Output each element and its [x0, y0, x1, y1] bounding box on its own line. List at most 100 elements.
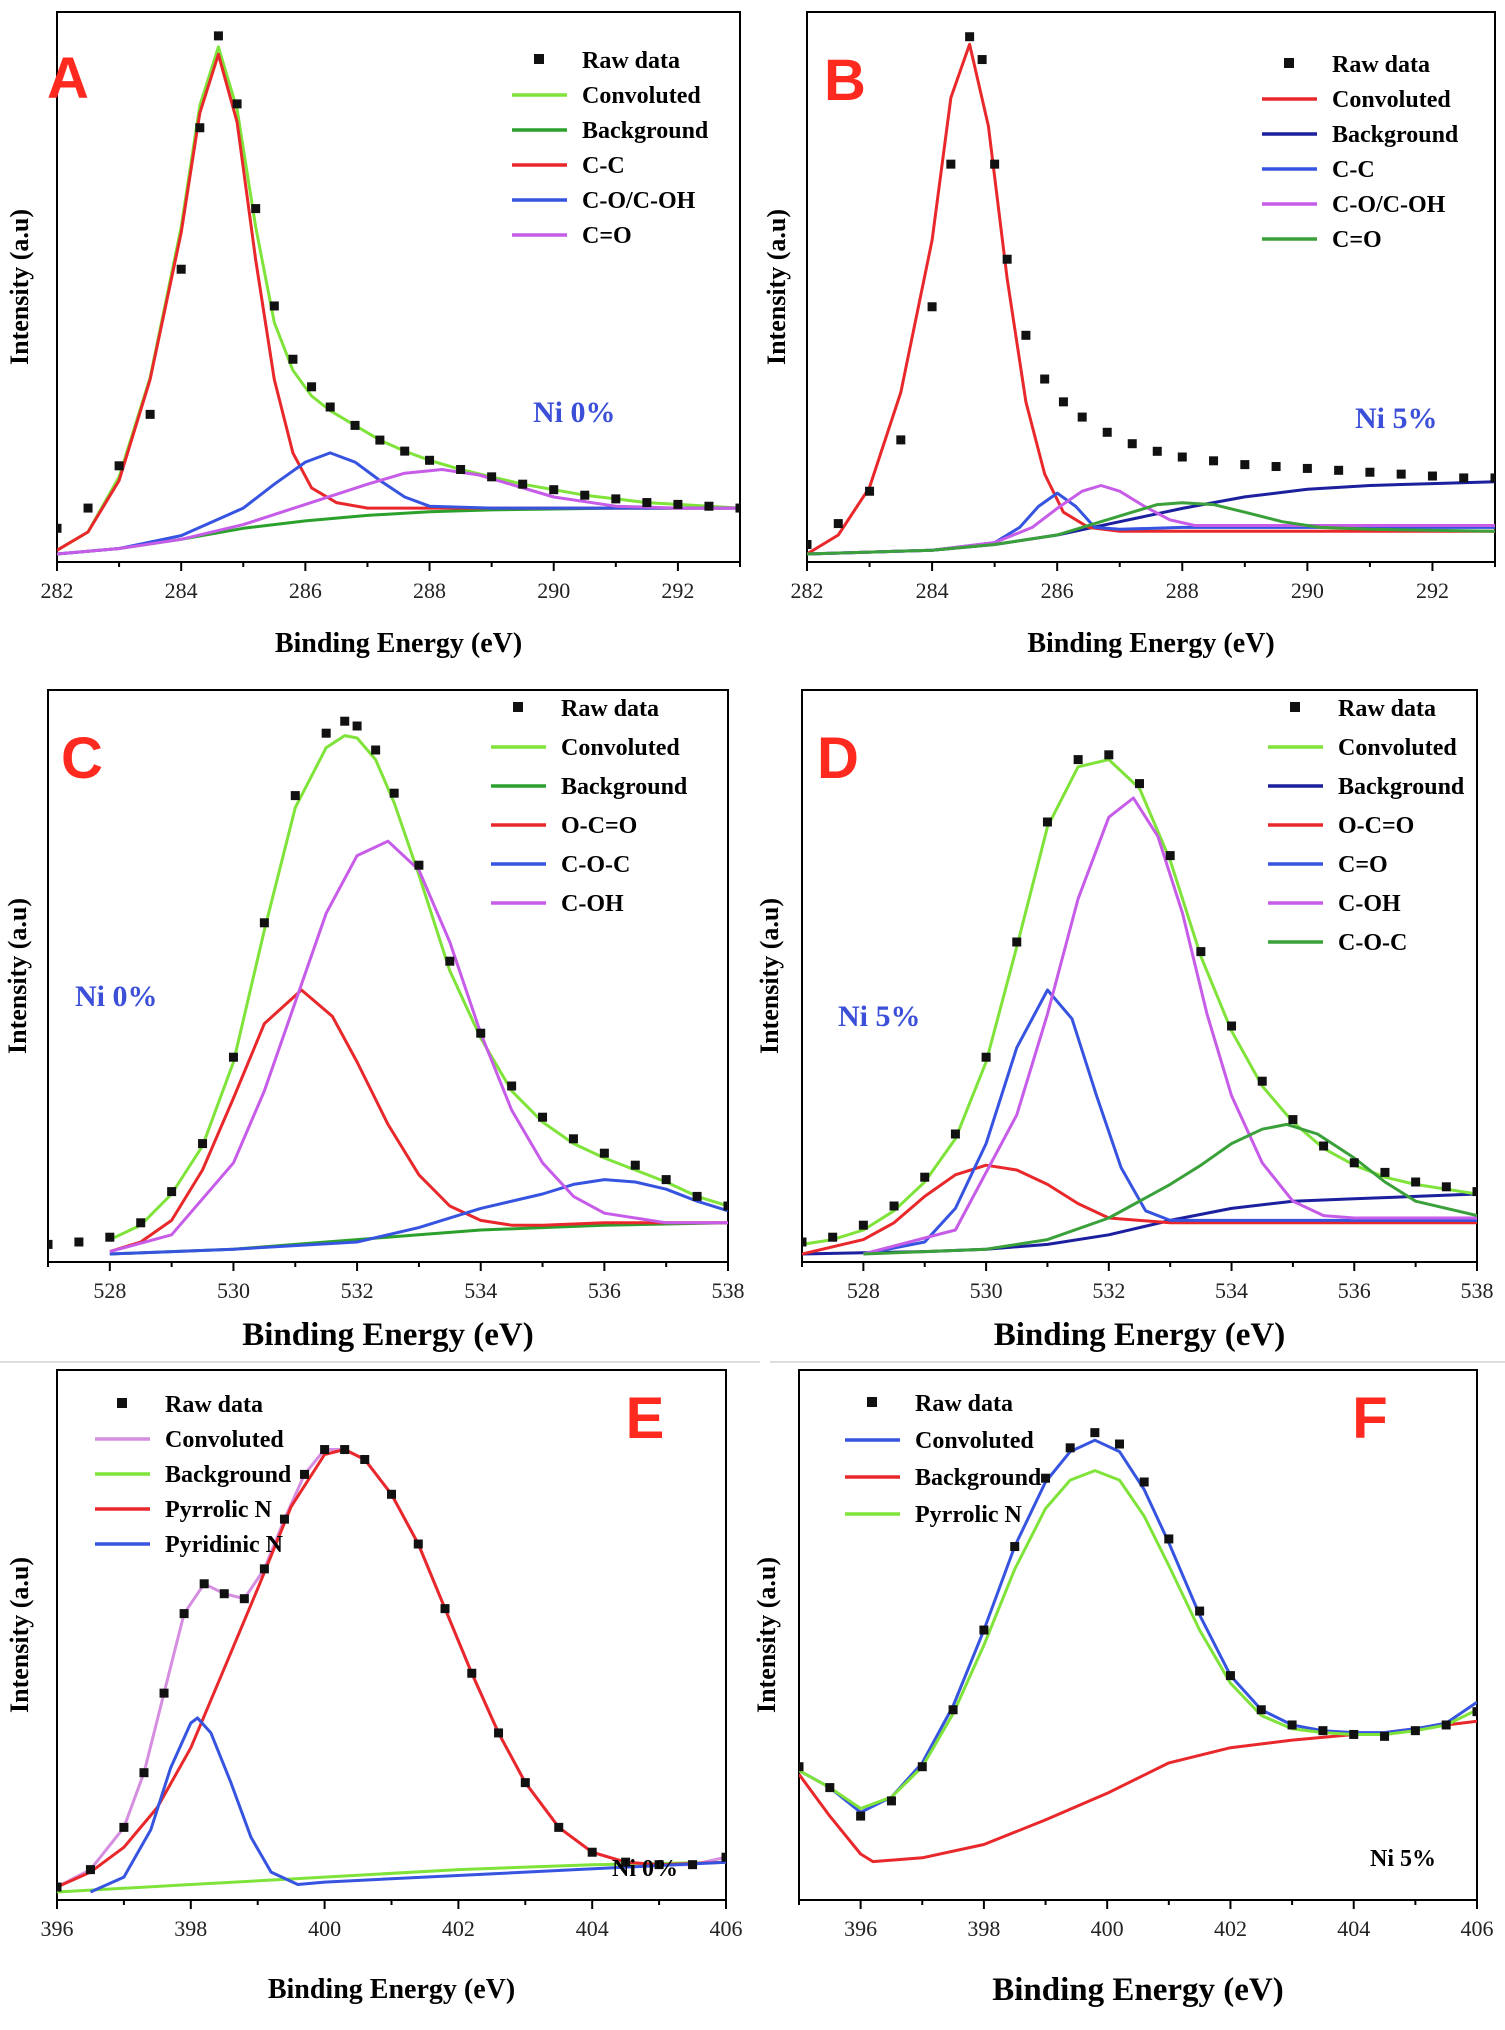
raw-data-point	[1410, 1726, 1420, 1736]
raw-data-point	[1225, 1671, 1235, 1681]
series-line-c-o-c-oh	[57, 451, 740, 556]
raw-data-point	[1288, 1115, 1298, 1125]
legend-label: C=O	[582, 223, 632, 249]
raw-data-point	[723, 1201, 728, 1211]
x-tick-label: 290	[537, 578, 570, 603]
series-line-c-oh	[109, 839, 728, 1254]
legend-label: Raw data	[582, 48, 680, 74]
legend-marker-raw-data	[534, 54, 544, 64]
raw-data-point	[856, 1811, 866, 1821]
raw-data-point	[1002, 254, 1012, 264]
raw-data-point	[538, 1112, 548, 1122]
raw-data-point	[799, 1762, 804, 1772]
series-line-c-o-c	[109, 1178, 728, 1256]
x-axis-label: Binding Energy (eV)	[275, 628, 522, 659]
x-axis-label: Binding Energy (eV)	[992, 1972, 1284, 2008]
raw-data-point	[549, 485, 559, 495]
raw-data-point	[1396, 469, 1406, 479]
raw-data-point	[1090, 1428, 1100, 1438]
legend-label: Background	[165, 1462, 292, 1488]
x-tick-label: 532	[341, 1278, 374, 1303]
legend-marker-raw-data	[1290, 702, 1300, 712]
raw-data-point	[321, 728, 331, 738]
raw-data-point	[1441, 1720, 1451, 1730]
raw-data-point	[136, 1218, 146, 1228]
plot-area	[802, 750, 1477, 1256]
x-axis-label: Binding Energy (eV)	[242, 1317, 534, 1353]
x-tick-label: 532	[1092, 1278, 1125, 1303]
raw-data-point	[946, 159, 956, 169]
x-tick-label: 538	[712, 1278, 745, 1303]
raw-data-point	[981, 1052, 991, 1062]
raw-data-point	[1349, 1158, 1359, 1168]
plot-area	[48, 716, 728, 1256]
raw-data-point	[654, 1860, 664, 1870]
raw-data-point	[320, 1445, 330, 1455]
series-line-c-o-c	[863, 1122, 1477, 1256]
raw-data-point	[828, 1232, 838, 1242]
x-tick-label: 404	[576, 1916, 609, 1941]
sample-annotation: Ni 0%	[612, 1856, 678, 1882]
raw-data-point	[1042, 817, 1052, 827]
series-line-c-o	[863, 988, 1477, 1256]
series-line-c-c	[57, 52, 740, 552]
raw-data-point	[1490, 473, 1495, 483]
raw-data-point	[1102, 427, 1112, 437]
legend-label: Background	[915, 1465, 1042, 1491]
legend-label: Convoluted	[1338, 735, 1457, 761]
raw-data-point	[290, 791, 300, 801]
raw-data-point	[179, 1609, 189, 1619]
x-tick-label: 282	[791, 578, 824, 603]
raw-data-point	[833, 519, 843, 529]
legend-marker-raw-data	[1284, 58, 1294, 68]
x-tick-label: 398	[967, 1916, 1000, 1941]
raw-data-point	[721, 1852, 726, 1862]
raw-data-point	[1380, 1731, 1390, 1741]
raw-data-point	[1257, 1076, 1267, 1086]
legend-label: Pyrrolic N	[915, 1502, 1023, 1528]
raw-data-point	[896, 435, 906, 445]
raw-data-point	[865, 486, 875, 496]
legend-label: Convoluted	[915, 1428, 1034, 1454]
x-tick-label: 534	[464, 1278, 497, 1303]
legend-label: Raw data	[1332, 52, 1430, 78]
legend-label: Convoluted	[582, 83, 701, 109]
raw-data-point	[279, 1514, 289, 1524]
raw-data-point	[232, 99, 242, 109]
x-axis-label: Binding Energy (eV)	[268, 1974, 515, 2005]
raw-data-point	[476, 1028, 486, 1038]
raw-data-point	[802, 1237, 807, 1247]
raw-data-point	[114, 461, 124, 471]
series-line-pyridinic-n	[89, 1716, 726, 1894]
plot-area	[799, 1428, 1477, 1864]
raw-data-point	[1195, 1606, 1205, 1616]
legend-label: C-OH	[1338, 891, 1401, 917]
panel-d: 528 530 532 534 536 538 Binding Energy (eV) Int…	[755, 689, 1494, 1353]
raw-data-point	[440, 1604, 450, 1614]
raw-data-point	[85, 1865, 95, 1875]
raw-data-point	[920, 1172, 930, 1182]
sample-annotation: Ni 0%	[75, 980, 158, 1013]
legend-label: Background	[1332, 122, 1459, 148]
raw-data-point	[360, 1454, 370, 1464]
raw-data-point	[467, 1668, 477, 1678]
legend-label: C-C	[582, 153, 625, 179]
legend-marker-raw-data	[117, 1398, 127, 1408]
raw-data-point	[1472, 1187, 1477, 1197]
x-tick-label: 396	[41, 1916, 74, 1941]
raw-data-point	[520, 1778, 530, 1788]
raw-data-point	[389, 788, 399, 798]
sample-annotation: Ni 5%	[1370, 1846, 1436, 1872]
x-tick-label: 282	[41, 578, 74, 603]
legend-label: Convoluted	[561, 735, 680, 761]
plot-frame	[56, 11, 741, 563]
sample-annotation: Ni 0%	[533, 396, 616, 429]
panel-letter: E	[626, 1386, 665, 1451]
raw-data-point	[661, 1175, 671, 1185]
raw-data-point	[1041, 1473, 1051, 1483]
x-tick-label: 290	[1291, 578, 1324, 603]
raw-data-point	[1077, 412, 1087, 422]
x-tick-label: 288	[413, 578, 446, 603]
raw-data-point	[119, 1822, 129, 1832]
raw-data-point	[1411, 1177, 1421, 1187]
